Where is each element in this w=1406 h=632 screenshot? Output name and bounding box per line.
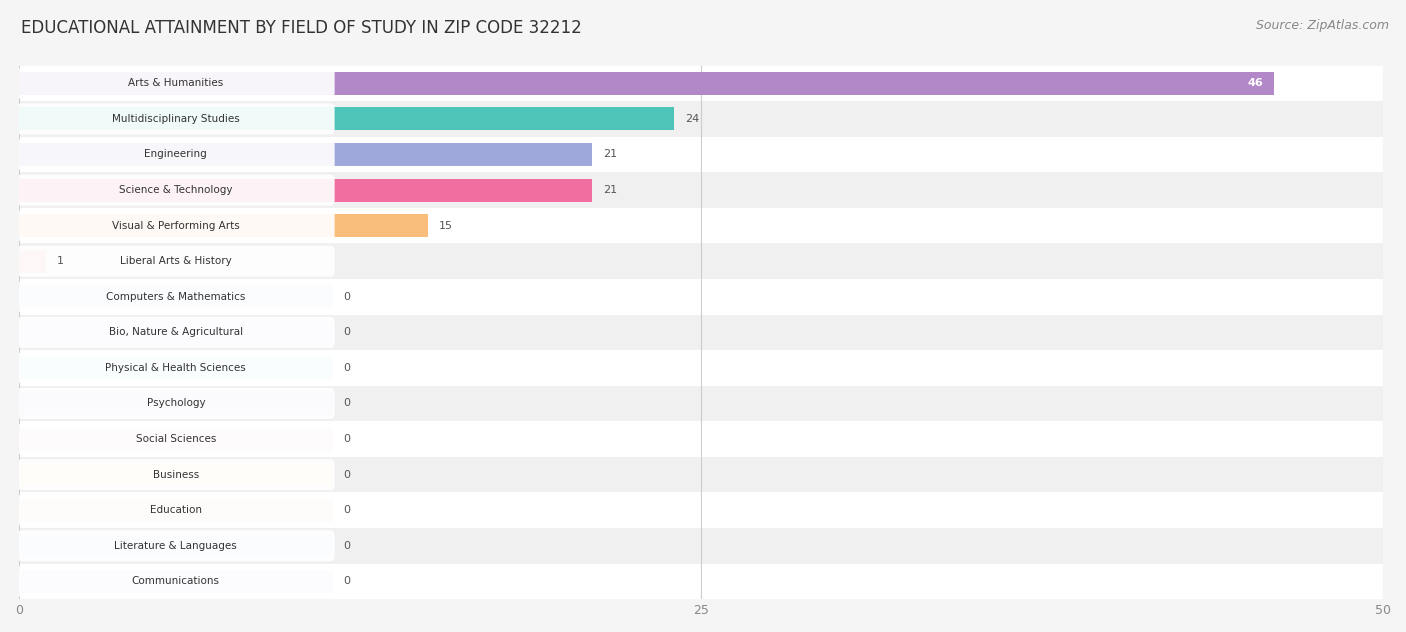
FancyBboxPatch shape bbox=[17, 104, 335, 135]
Text: Psychology: Psychology bbox=[146, 399, 205, 408]
Bar bbox=[20, 463, 333, 486]
Bar bbox=[20, 208, 1384, 243]
Bar bbox=[20, 285, 333, 308]
Text: Literature & Languages: Literature & Languages bbox=[114, 541, 238, 550]
Text: 46: 46 bbox=[1247, 78, 1263, 88]
Text: 0: 0 bbox=[343, 292, 350, 301]
FancyBboxPatch shape bbox=[17, 174, 335, 205]
Text: 21: 21 bbox=[603, 150, 617, 159]
FancyBboxPatch shape bbox=[17, 139, 335, 170]
FancyBboxPatch shape bbox=[17, 423, 335, 454]
Text: Engineering: Engineering bbox=[145, 150, 207, 159]
FancyBboxPatch shape bbox=[17, 566, 335, 597]
Text: 0: 0 bbox=[343, 399, 350, 408]
Text: Multidisciplinary Studies: Multidisciplinary Studies bbox=[112, 114, 240, 124]
Text: Liberal Arts & History: Liberal Arts & History bbox=[120, 256, 232, 266]
FancyBboxPatch shape bbox=[17, 210, 335, 241]
Text: 0: 0 bbox=[343, 327, 350, 337]
Bar bbox=[20, 107, 673, 130]
Text: 0: 0 bbox=[343, 541, 350, 550]
Bar bbox=[20, 321, 333, 344]
Bar bbox=[20, 386, 1384, 422]
Bar bbox=[20, 570, 333, 593]
Text: Computers & Mathematics: Computers & Mathematics bbox=[107, 292, 246, 301]
Text: 0: 0 bbox=[343, 470, 350, 480]
Bar bbox=[20, 214, 429, 237]
Bar bbox=[20, 279, 1384, 315]
Bar bbox=[20, 101, 1384, 137]
Text: 15: 15 bbox=[439, 221, 453, 231]
FancyBboxPatch shape bbox=[17, 68, 335, 99]
Bar bbox=[20, 250, 46, 273]
Bar bbox=[20, 492, 1384, 528]
Bar bbox=[20, 173, 1384, 208]
Bar bbox=[20, 534, 333, 557]
Bar bbox=[20, 356, 333, 379]
Text: 0: 0 bbox=[343, 576, 350, 586]
Text: Social Sciences: Social Sciences bbox=[135, 434, 217, 444]
Bar bbox=[20, 499, 333, 522]
Text: 24: 24 bbox=[685, 114, 699, 124]
Text: Physical & Health Sciences: Physical & Health Sciences bbox=[105, 363, 246, 373]
Bar bbox=[20, 243, 1384, 279]
Text: 0: 0 bbox=[343, 363, 350, 373]
Text: Education: Education bbox=[150, 505, 202, 515]
Bar bbox=[20, 427, 333, 451]
FancyBboxPatch shape bbox=[17, 317, 335, 348]
FancyBboxPatch shape bbox=[17, 353, 335, 384]
Text: 1: 1 bbox=[58, 256, 65, 266]
Bar bbox=[20, 66, 1384, 101]
Bar bbox=[20, 564, 1384, 599]
FancyBboxPatch shape bbox=[17, 530, 335, 561]
Bar bbox=[20, 315, 1384, 350]
Bar bbox=[20, 72, 1274, 95]
Bar bbox=[20, 457, 1384, 492]
Text: 0: 0 bbox=[343, 505, 350, 515]
FancyBboxPatch shape bbox=[17, 281, 335, 312]
Text: Visual & Performing Arts: Visual & Performing Arts bbox=[112, 221, 240, 231]
Bar bbox=[20, 422, 1384, 457]
Text: Source: ZipAtlas.com: Source: ZipAtlas.com bbox=[1256, 19, 1389, 32]
Bar bbox=[20, 528, 1384, 564]
Bar bbox=[20, 137, 1384, 173]
FancyBboxPatch shape bbox=[17, 459, 335, 490]
Bar bbox=[20, 178, 592, 202]
FancyBboxPatch shape bbox=[17, 246, 335, 277]
FancyBboxPatch shape bbox=[17, 388, 335, 419]
Bar bbox=[20, 143, 592, 166]
Text: Bio, Nature & Agricultural: Bio, Nature & Agricultural bbox=[108, 327, 243, 337]
Text: Communications: Communications bbox=[132, 576, 219, 586]
Text: EDUCATIONAL ATTAINMENT BY FIELD OF STUDY IN ZIP CODE 32212: EDUCATIONAL ATTAINMENT BY FIELD OF STUDY… bbox=[21, 19, 582, 37]
Text: 21: 21 bbox=[603, 185, 617, 195]
Text: Business: Business bbox=[153, 470, 200, 480]
Text: Arts & Humanities: Arts & Humanities bbox=[128, 78, 224, 88]
Text: 0: 0 bbox=[343, 434, 350, 444]
Bar bbox=[20, 392, 333, 415]
Text: Science & Technology: Science & Technology bbox=[120, 185, 232, 195]
FancyBboxPatch shape bbox=[17, 495, 335, 526]
Bar bbox=[20, 350, 1384, 386]
